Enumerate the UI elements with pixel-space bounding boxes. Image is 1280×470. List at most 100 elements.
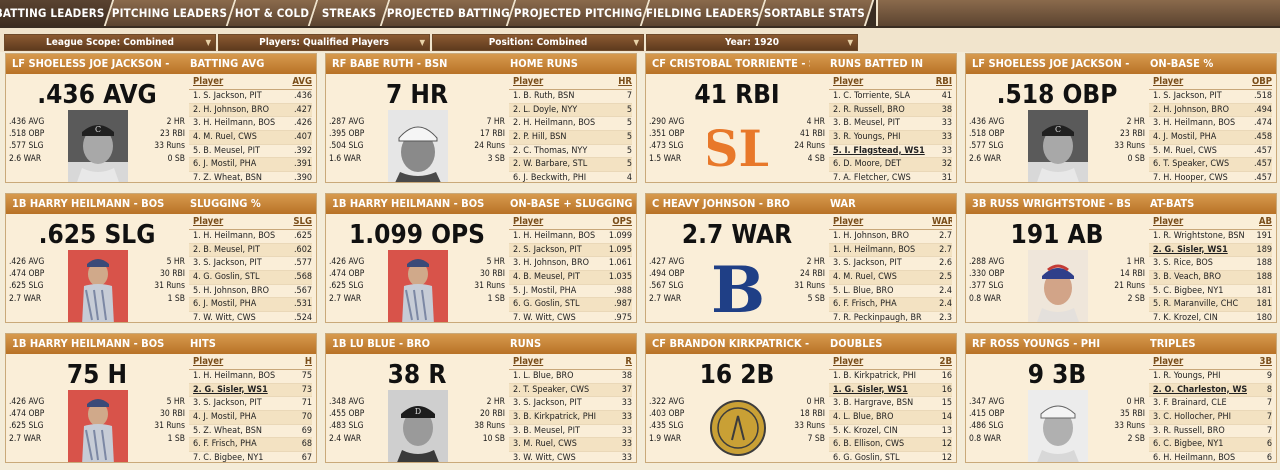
stat-column-header[interactable]: OBP	[1252, 76, 1272, 87]
leaderboard-player[interactable]: 2. G. Sisler, WS1	[193, 384, 268, 395]
leaderboard-player[interactable]: 3. M. Ruel, CWS	[513, 439, 577, 450]
leaderboard-player[interactable]: 4. J. Mostil, PHA	[193, 412, 257, 423]
position-dropdown[interactable]: Position: Combined ▼	[432, 34, 644, 51]
leaderboard-row[interactable]: 4. M. Ruel, CWS .407	[189, 131, 312, 145]
leaderboard-player[interactable]: 4. G. Goslin, STL	[193, 272, 260, 283]
leaderboard-row[interactable]: 5. I. Flagstead, WS1 33	[829, 145, 952, 159]
leaderboard-row[interactable]: 1. R. Wrightstone, BSN 191	[1149, 230, 1272, 244]
leaderboard-player[interactable]: 7. Z. Wheat, BSN	[193, 173, 262, 183]
leaderboard-row[interactable]: 7. W. Witt, CWS .524	[189, 312, 312, 323]
stat-column-header[interactable]: AB	[1258, 216, 1272, 227]
leaderboard-player[interactable]: 2. G. Sisler, WS1	[1153, 244, 1228, 255]
leader-name[interactable]: 1B LU BLUE - BRO	[332, 337, 431, 350]
leaderboard-player[interactable]: 2. C. Thomas, NYY	[513, 145, 588, 156]
stat-column-header[interactable]: 3B	[1259, 356, 1272, 367]
leaderboard-player[interactable]: 3. B. Meusel, PIT	[513, 425, 580, 436]
leaderboard-row[interactable]: 3. R. Russell, BRO 7	[1149, 425, 1272, 439]
leaderboard-player[interactable]: 6. J. Mostil, PHA	[193, 159, 257, 170]
leaderboard-player[interactable]: 5. B. Meusel, PIT	[193, 145, 260, 156]
leaderboard-row[interactable]: 4. J. Mostil, PHA .458	[1149, 131, 1272, 145]
leaderboard-row[interactable]: 2. P. Hill, BSN 5	[509, 131, 632, 145]
leaderboard-row[interactable]: 3. B. Kirkpatrick, PHI 33	[509, 411, 632, 425]
leaderboard-row[interactable]: 3. S. Rice, BOS 188	[1149, 257, 1272, 272]
leaderboard-row[interactable]: 7. H. Hooper, CWS .457	[1149, 172, 1272, 183]
leaderboard-player[interactable]: 1. H. Heilmann, BOS	[833, 244, 916, 255]
leaderboard-player[interactable]: 7. C. Bigbee, NY1	[193, 453, 264, 463]
leaderboard-row[interactable]: 5. H. Johnson, BRO .567	[189, 285, 312, 299]
leaderboard-player[interactable]: 6. G. Goslin, STL	[513, 299, 580, 310]
leaderboard-row[interactable]: 3. R. Youngs, PHI 33	[829, 131, 952, 145]
leaderboard-row[interactable]: 3. H. Heilmann, BOS .474	[1149, 117, 1272, 132]
leader-name[interactable]: RF ROSS YOUNGS - PHI	[972, 337, 1101, 350]
leaderboard-player[interactable]: 5. I. Flagstead, WS1	[833, 145, 925, 156]
leaderboard-row[interactable]: 1. H. Johnson, BRO 2.7	[829, 230, 952, 244]
leaderboard-row[interactable]: 5. B. Meusel, PIT .392	[189, 145, 312, 159]
leaderboard-row[interactable]: 3. W. Witt, CWS 33	[509, 452, 632, 462]
leaderboard-row[interactable]: 2. C. Thomas, NYY 5	[509, 145, 632, 159]
leaderboard-row[interactable]: 6. T. Speaker, CWS .457	[1149, 158, 1272, 173]
leaderboard-row[interactable]: 1. H. Heilmann, BOS 75	[189, 370, 312, 384]
leaderboard-player[interactable]: 2. T. Speaker, CWS	[513, 384, 590, 395]
leaderboard-row[interactable]: 6. G. Goslin, STL .987	[509, 298, 632, 313]
league-scope-dropdown[interactable]: League Scope: Combined ▼	[4, 34, 216, 51]
leaderboard-row[interactable]: 3. B. Hargrave, BSN 15	[829, 397, 952, 412]
leader-card[interactable]: RF ROSS YOUNGS - PHI TRIPLES 9 3B .347 AV…	[965, 333, 1277, 463]
leaderboard-player[interactable]: 5. J. Mostil, PHA	[513, 285, 577, 296]
team-logo[interactable]: SL	[708, 110, 768, 182]
leaderboard-row[interactable]: 1. R. Youngs, PHI 9	[1149, 370, 1272, 384]
leaderboard-row[interactable]: 2. R. Russell, BRO 38	[829, 103, 952, 118]
leaderboard-row[interactable]: 6. J. Mostil, PHA .531	[189, 298, 312, 313]
leaderboard-row[interactable]: 4. M. Ruel, CWS 2.5	[829, 271, 952, 285]
leaderboard-row[interactable]: 1. H. Heilmann, BOS 1.099	[509, 230, 632, 244]
player-column-header[interactable]: Player	[1153, 216, 1184, 227]
leader-name[interactable]: 1B HARRY HEILMANN - BOS	[332, 197, 485, 210]
player-photo[interactable]	[68, 390, 128, 462]
leaderboard-row[interactable]: 3. S. Jackson, PIT 33	[509, 397, 632, 412]
leader-name[interactable]: CF CRISTOBAL TORRIENTE - SLA	[652, 57, 810, 70]
leaderboard-row[interactable]: 6. F. Frisch, PHA 2.4	[829, 298, 952, 313]
leaderboard-player[interactable]: 7. K. Krozel, CIN	[1153, 313, 1218, 323]
tab-projected-batting[interactable]: PROJECTED BATTING	[381, 0, 517, 26]
leaderboard-player[interactable]: 6. F. Frisch, PHA	[833, 299, 897, 310]
tab-streaks[interactable]: STREAKS	[309, 0, 391, 26]
leaderboard-player[interactable]: 1. R. Wrightstone, BSN	[1153, 231, 1245, 241]
leaderboard-row[interactable]: 7. R. Peckinpaugh, BR 2.3	[829, 312, 952, 322]
leaderboard-player[interactable]: 3. R. Youngs, PHI	[833, 132, 901, 143]
leaderboard-row[interactable]: 2. H. Johnson, BRO .494	[1149, 103, 1272, 118]
leaderboard-player[interactable]: 3. B. Veach, BRO	[1153, 272, 1222, 283]
leaderboard-row[interactable]: 3. M. Ruel, CWS 33	[509, 438, 632, 453]
leaderboard-row[interactable]: 4. L. Blue, BRO 14	[829, 411, 952, 425]
players-dropdown[interactable]: Players: Qualified Players ▼	[218, 34, 430, 51]
tab-batting-leaders[interactable]: BATTING LEADERS	[0, 0, 115, 26]
leader-name[interactable]: LF SHOELESS JOE JACKSON - PIT	[12, 57, 170, 70]
leaderboard-row[interactable]: 1. L. Blue, BRO 38	[509, 370, 632, 384]
stat-column-header[interactable]: HR	[618, 76, 632, 87]
leader-card[interactable]: 1B HARRY HEILMANN - BOS ON-BASE + SLUGGI…	[325, 193, 637, 323]
player-column-header[interactable]: Player	[1153, 356, 1184, 367]
leaderboard-row[interactable]: 5. C. Bigbee, NY1 181	[1149, 285, 1272, 299]
leaderboard-player[interactable]: 3. B. Kirkpatrick, PHI	[513, 412, 597, 423]
tab-fielding-leaders[interactable]: FIELDING LEADERS	[641, 0, 767, 26]
player-column-header[interactable]: Player	[193, 76, 224, 87]
stat-column-header[interactable]: H	[304, 356, 312, 367]
leaderboard-row[interactable]: 3. S. Jackson, PIT 2.6	[829, 257, 952, 272]
leaderboard-row[interactable]: 2. T. Speaker, CWS 37	[509, 383, 632, 398]
leaderboard-row[interactable]: 5. M. Ruel, CWS .457	[1149, 145, 1272, 159]
leaderboard-player[interactable]: 3. B. Hargrave, BSN	[833, 398, 914, 409]
leaderboard-player[interactable]: 7. W. Witt, CWS	[193, 313, 256, 323]
year-dropdown[interactable]: Year: 1920 ▼	[646, 34, 858, 51]
tab-sortable-stats[interactable]: SORTABLE STATS	[757, 0, 875, 26]
leaderboard-player[interactable]: 3. S. Jackson, PIT	[193, 258, 262, 269]
leaderboard-player[interactable]: 3. H. Heilmann, BOS	[193, 118, 276, 129]
leaderboard-row[interactable]: 6. B. Ellison, CWS 12	[829, 438, 952, 453]
leaderboard-player[interactable]: 7. H. Hooper, CWS	[1153, 173, 1228, 183]
leaderboard-player[interactable]: 1. H. Heilmann, BOS	[193, 371, 276, 381]
leaderboard-player[interactable]: 5. C. Bigbee, NY1	[1153, 285, 1224, 296]
leaderboard-player[interactable]: 1. S. Jackson, PIT	[193, 91, 262, 101]
leaderboard-player[interactable]: 6. J. Mostil, PHA	[193, 299, 257, 310]
leaderboard-player[interactable]: 1. L. Blue, BRO	[513, 371, 574, 381]
stat-column-header[interactable]: RBI	[935, 76, 952, 87]
leaderboard-row[interactable]: 6. J. Beckwith, PHI 4	[509, 172, 632, 182]
leaderboard-row[interactable]: 2. S. Jackson, PIT 1.095	[509, 243, 632, 258]
leaderboard-player[interactable]: 5. R. Maranville, CHC	[1153, 299, 1239, 310]
